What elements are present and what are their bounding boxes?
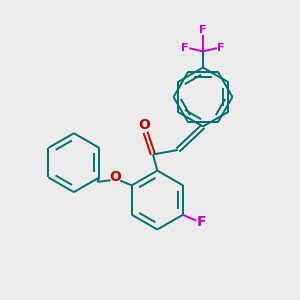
Text: F: F <box>181 43 189 53</box>
Text: F: F <box>218 43 225 53</box>
Text: O: O <box>138 118 150 132</box>
Text: F: F <box>197 215 206 229</box>
Text: F: F <box>199 25 207 35</box>
Text: O: O <box>110 170 122 184</box>
